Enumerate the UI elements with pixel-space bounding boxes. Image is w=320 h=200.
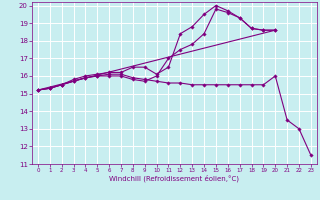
X-axis label: Windchill (Refroidissement éolien,°C): Windchill (Refroidissement éolien,°C) bbox=[109, 175, 239, 182]
